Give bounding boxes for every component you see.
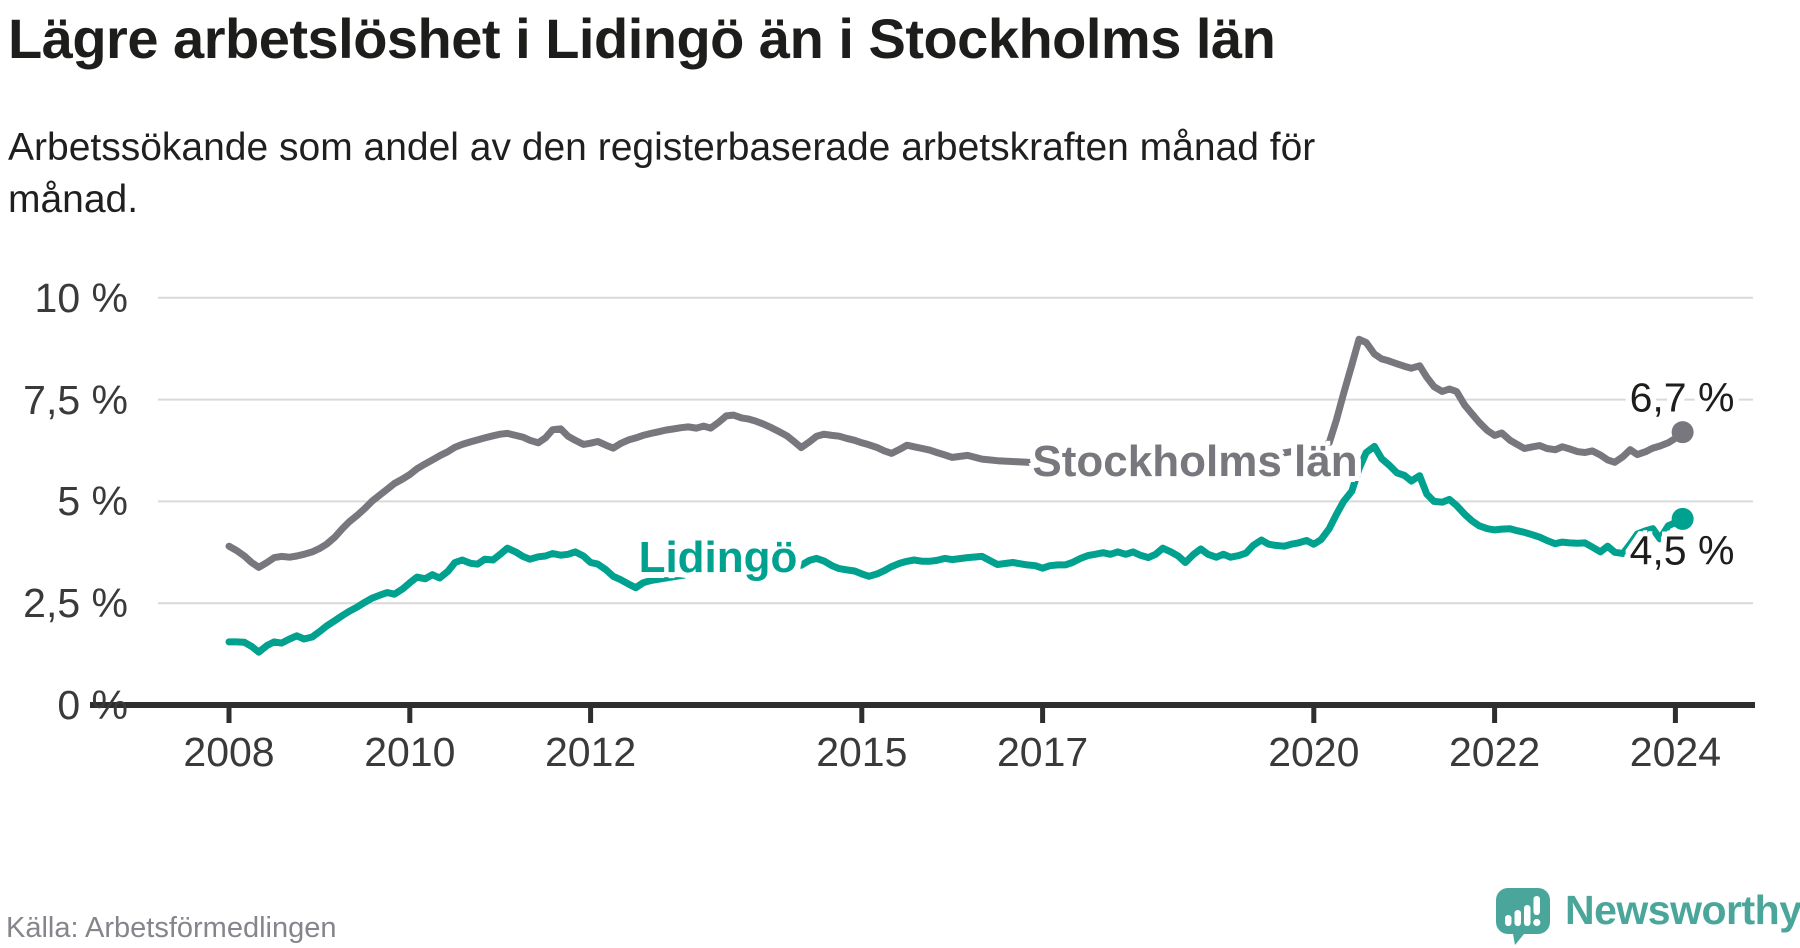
series-line-lidingo	[225, 442, 1687, 656]
y-tick-label-2.5: 2,5 %	[23, 580, 128, 627]
newsworthy-logo-icon	[1496, 888, 1550, 945]
end-value-label-lidingo: 4,5 %	[1629, 527, 1735, 574]
series-line-stockholms-lan	[225, 335, 1687, 571]
newsworthy-logo: Newsworthy	[1494, 886, 1800, 946]
end-value-label-stockholms-lan: 6,7 %	[1629, 374, 1735, 421]
end-dot-lidingo	[1671, 507, 1694, 530]
series-label-stockholms-lan: Stockholms län	[1032, 437, 1358, 486]
newsworthy-logo-text: Newsworthy	[1565, 887, 1800, 933]
x-tick-label-2012: 2012	[544, 729, 637, 775]
subtitle-line-2: månad.	[8, 178, 139, 221]
x-tick-label-2017: 2017	[996, 729, 1089, 775]
y-tick-label-10: 10 %	[34, 274, 128, 321]
y-tick-label-0: 0 %	[57, 682, 128, 728]
x-tick-label-2010: 2010	[364, 729, 456, 775]
x-tick-label-2022: 2022	[1448, 729, 1541, 775]
source-note: Källa: Arbetsförmedlingen	[6, 912, 337, 944]
page-title: Lägre arbetslöshet i Lidingö än i Stockh…	[8, 7, 1276, 70]
x-tick-label-2015: 2015	[816, 729, 908, 775]
series-label-lidingo: Lidingö	[638, 533, 798, 582]
x-tick-label-2020: 2020	[1268, 729, 1360, 775]
y-tick-label-7.5: 7,5 %	[23, 376, 128, 423]
end-dot-stockholms-lan	[1671, 421, 1694, 444]
y-tick-label-5: 5 %	[57, 478, 128, 525]
x-tick-label-2008: 2008	[183, 729, 275, 775]
subtitle-line-1: Arbetssökande som andel av den registerb…	[8, 126, 1316, 169]
chart-subtitle: Arbetssökande som andel av den registerb…	[8, 122, 1315, 226]
x-tick-label-2024: 2024	[1629, 729, 1721, 775]
